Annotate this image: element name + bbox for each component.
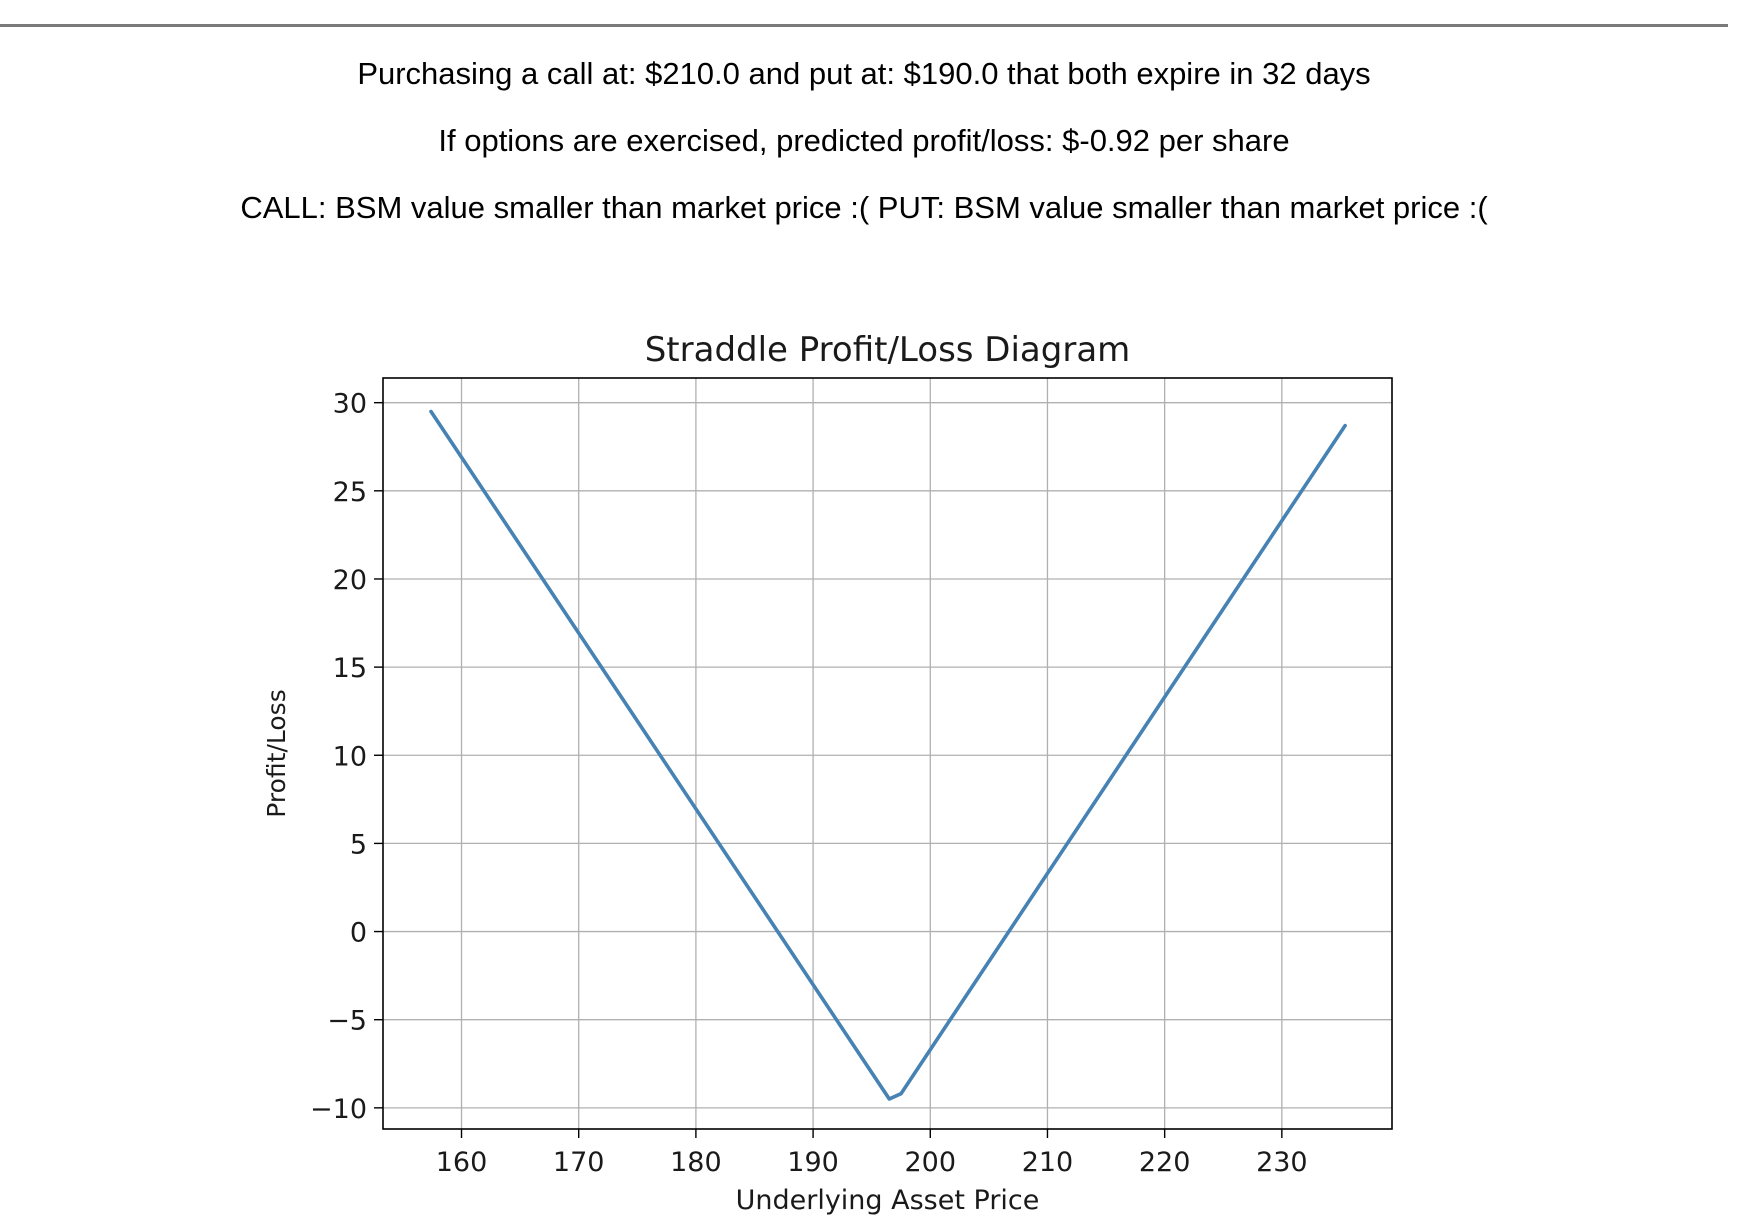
y-tick-label: 10 [333, 741, 367, 772]
x-tick-label: 190 [787, 1147, 839, 1178]
y-tick-label: −5 [327, 1006, 367, 1037]
plot-frame [382, 377, 1393, 1130]
ticks-layer: 160 170 180 190 200 210 220 230 −10 −5 0 5 10 15 20 25 3… [310, 389, 1308, 1178]
x-tick-label: 160 [436, 1147, 488, 1178]
x-tick-label: 180 [670, 1147, 722, 1178]
y-tick-label: 5 [350, 829, 367, 860]
x-axis-label: Underlying Asset Price [736, 1185, 1040, 1216]
x-tick-label: 200 [905, 1147, 957, 1178]
y-tick-label: 30 [333, 389, 367, 420]
y-tick-label: 20 [333, 565, 367, 596]
bsm-value-comparison-text: CALL: BSM value smaller than market pric… [240, 190, 1488, 225]
x-tick-label: 220 [1139, 1147, 1191, 1178]
y-tick-label: 0 [350, 918, 367, 949]
profit-loss-line [429, 409, 1347, 1101]
x-tick-label: 170 [553, 1147, 605, 1178]
predicted-profit-loss-text: If options are exercised, predicted prof… [438, 123, 1290, 158]
top-divider [0, 24, 1728, 27]
y-axis-label: Profit/Loss [262, 689, 291, 817]
series-layer [429, 409, 1347, 1101]
x-tick-label: 210 [1022, 1147, 1074, 1178]
y-tick-label: 15 [333, 653, 367, 684]
chart-title: Straddle Profit/Loss Diagram [645, 330, 1131, 370]
y-tick-label: −10 [310, 1094, 367, 1125]
grid-layer [383, 378, 1392, 1129]
x-tick-label: 230 [1256, 1147, 1308, 1178]
y-tick-label: 25 [333, 477, 367, 508]
call-put-purchase-summary: Purchasing a call at: $210.0 and put at:… [357, 56, 1371, 91]
